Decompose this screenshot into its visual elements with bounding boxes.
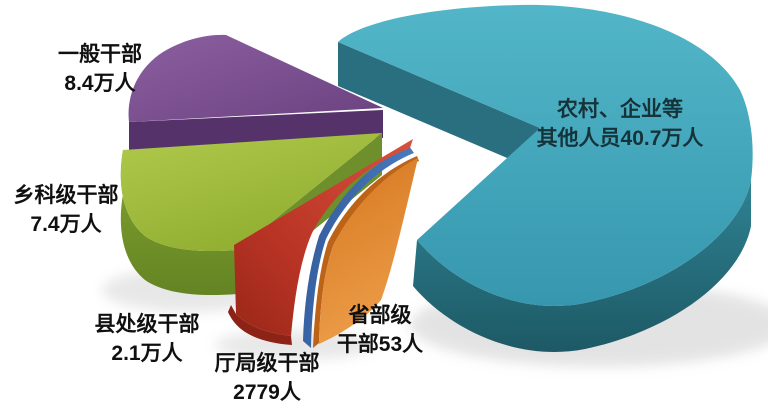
label-rural-others: 农村、企业等 其他人员40.7万人 xyxy=(514,95,726,153)
label-bureau-cadres: 厅局级干部 2779人 xyxy=(203,349,331,407)
pie-slice-rural-others xyxy=(338,4,753,352)
general-slice-top-face xyxy=(128,34,383,123)
pie-slice-provincial-cadres xyxy=(313,156,419,348)
label-general-cadres: 一般干部 8.4万人 xyxy=(30,40,170,98)
label-township-cadres: 乡科级干部 7.4万人 xyxy=(0,181,132,239)
rural-slice-cut-face xyxy=(338,42,540,172)
label-county-line2: 2.1万人 xyxy=(111,342,183,365)
pie-slice-county-cadres xyxy=(228,139,413,345)
provincial-slice-edge-band xyxy=(313,156,419,348)
label-county-cadres: 县处级干部 2.1万人 xyxy=(80,310,214,368)
label-township-line1: 乡科级干部 xyxy=(13,184,119,207)
township-slice-rim-side xyxy=(120,150,237,296)
county-slice-face xyxy=(234,139,413,336)
provincial-slice-face xyxy=(319,158,418,344)
pie-slice-bureau-cadres xyxy=(303,146,414,348)
label-county-line1: 县处级干部 xyxy=(94,313,200,336)
county-slice-bottom-edge xyxy=(228,305,292,345)
label-general-line2: 8.4万人 xyxy=(64,72,136,95)
label-provincial-line2: 干部53人 xyxy=(336,333,424,356)
township-slice-top-face xyxy=(120,133,382,252)
rural-slice-rim-side xyxy=(413,180,751,352)
label-bureau-line1: 厅局级干部 xyxy=(214,352,320,375)
bureau-slice-face xyxy=(303,146,414,348)
label-general-line1: 一般干部 xyxy=(58,43,142,66)
small-slices-shadow xyxy=(215,330,375,360)
label-rural-line2: 其他人员40.7万人 xyxy=(536,127,704,150)
label-bureau-line2: 2779人 xyxy=(233,381,301,404)
label-township-line2: 7.4万人 xyxy=(30,213,102,236)
label-provincial-cadres: 省部级 干部53人 xyxy=(322,301,438,359)
rural-slice-top-face xyxy=(338,4,753,306)
label-rural-line1: 农村、企业等 xyxy=(557,98,683,121)
label-provincial-line1: 省部级 xyxy=(348,304,412,327)
